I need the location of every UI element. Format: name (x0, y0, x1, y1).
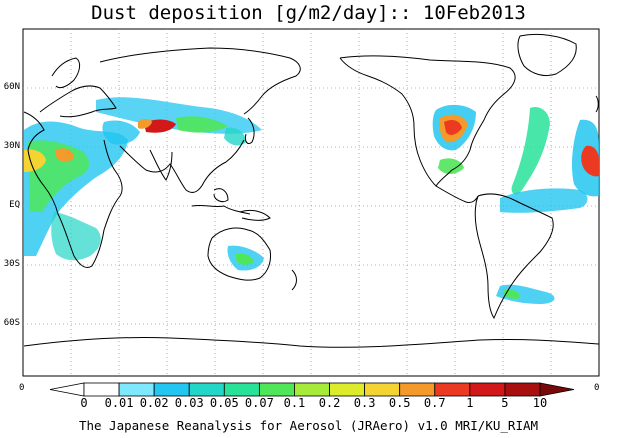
colorbar-tick-label: 0.5 (388, 396, 411, 410)
dust-region-ne-asia (224, 127, 246, 146)
colorbar-swatch (153, 382, 190, 397)
colorbar-tick-label: 0.7 (423, 396, 446, 410)
lat-label-30s: 30S (3, 259, 20, 269)
coast-asia-north (99, 47, 301, 115)
coastlines (23, 33, 600, 348)
dust-region-gulf (438, 158, 464, 174)
coast-asia-south (119, 139, 245, 193)
colorbar-tick-label: 0.01 (104, 396, 134, 410)
lat-label-30n: 30N (3, 141, 20, 151)
colorbar-swatch (364, 382, 401, 397)
colorbar-swatch (399, 382, 436, 397)
coast-south-america (474, 193, 554, 320)
colorbar-swatch (504, 382, 541, 397)
colorbar-tick-label: 0.3 (353, 396, 376, 410)
colorbar-tick-label: 10 (532, 396, 548, 410)
dust-region-north-atlantic (511, 106, 550, 195)
colorbar-swatch (223, 382, 260, 397)
colorbar-swatch (294, 382, 330, 397)
colorbar-swatch (258, 382, 295, 397)
coast-europe (39, 85, 117, 118)
coast-uk (595, 95, 599, 113)
colorbar-tick-label: 0.2 (318, 396, 341, 410)
dust-region-taklamakan (144, 119, 176, 133)
colorbar-swatch (469, 382, 506, 397)
dust-region-patagonia-core (504, 289, 520, 299)
dust-region-north-america-peak (444, 120, 462, 135)
coast-scandinavia (51, 57, 81, 89)
colorbar-arrow-left (49, 382, 85, 397)
footer-credit: The Japanese Reanalysis for Aerosol (JRA… (78, 418, 539, 433)
colorbar-tick-label: 0.02 (139, 396, 169, 410)
coast-india (149, 149, 173, 181)
dust-region-patagonia (496, 284, 555, 304)
colorbar-arrow-right (539, 382, 575, 397)
lat-label-eq: EQ (9, 200, 20, 210)
colorbar-swatch (188, 382, 225, 397)
colorbar-end-left: 0 (19, 383, 25, 393)
dust-shading (24, 97, 599, 304)
coast-greenland (517, 33, 577, 77)
lat-label-60s: 60S (3, 318, 20, 328)
dust-region-central-africa (51, 212, 101, 261)
dust-region-sahara-max (56, 148, 74, 162)
colorbar-swatch (83, 382, 120, 397)
colorbar-tick-label: 5 (501, 396, 509, 410)
colorbar-tick-label: 0.05 (209, 396, 239, 410)
colorbar-swatch (434, 382, 471, 397)
dust-region-middle-east (102, 120, 140, 145)
coast-central-america (435, 185, 479, 203)
dust-region-central-asia-core (176, 116, 228, 133)
colorbar-swatch (118, 382, 155, 397)
dust-region-tropical-atlantic (500, 188, 588, 213)
coast-africa (23, 111, 123, 269)
lat-label-60n: 60N (3, 82, 20, 92)
dust-region-sahara-peak (24, 149, 46, 172)
colorbar (49, 382, 575, 397)
colorbar-end-right: 0 (594, 383, 600, 393)
coast-japan (245, 117, 255, 145)
coast-borneo (213, 188, 229, 203)
coast-indonesia (191, 204, 251, 215)
colorbar-swatch (329, 382, 366, 397)
colorbar-tick-label: 1 (466, 396, 474, 410)
chart-title: Dust deposition [g/m2/day]:: 10Feb2013 (91, 2, 526, 24)
colorbar-tick-label: 0.1 (283, 396, 306, 410)
dust-region-australia-core (236, 253, 254, 265)
coast-antarctica (23, 336, 600, 348)
colorbar-tick-label: 0.07 (244, 396, 274, 410)
colorbar-tick-label: 0 (80, 396, 88, 410)
coast-australia (207, 227, 271, 281)
dust-region-north-atlantic-core (581, 145, 599, 177)
colorbar-tick-label: 0.03 (174, 396, 204, 410)
coast-new-zealand (291, 269, 297, 291)
coast-new-guinea (239, 209, 271, 221)
dust-region-taklamakan-edge (138, 119, 152, 129)
coast-north-america (339, 55, 516, 187)
